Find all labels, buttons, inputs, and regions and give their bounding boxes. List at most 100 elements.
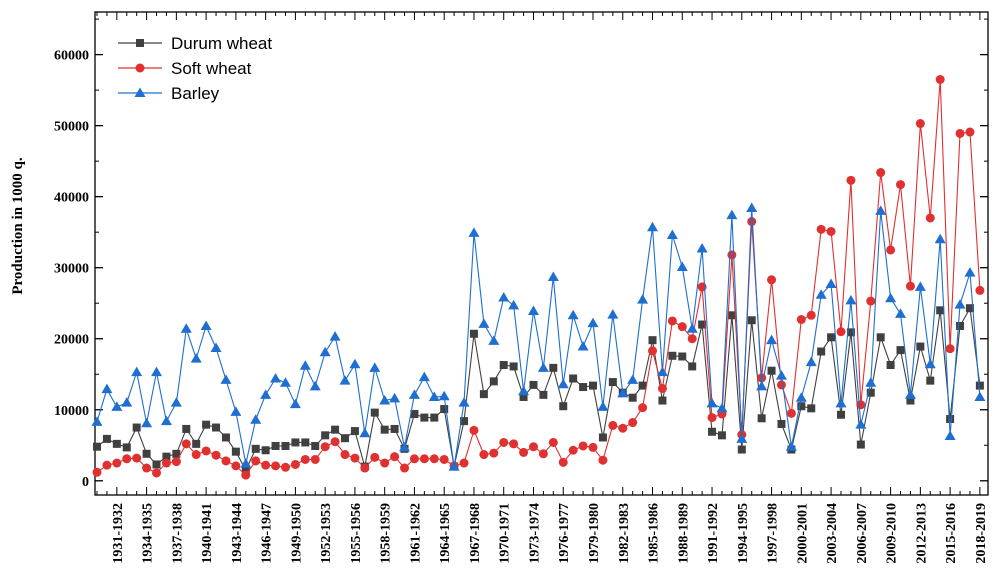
data-point [926,376,935,385]
data-point [775,370,787,380]
data-point [975,285,985,295]
data-point [974,391,986,401]
plot-frame [94,11,989,496]
x-tick-label: 1949-1950 [289,503,304,564]
data-point [518,385,530,396]
data-point [795,392,807,402]
x-tick-label: 1991-1992 [706,503,721,564]
x-tick-label: 1994-1995 [736,503,751,564]
data-point [280,462,290,472]
data-point [597,401,609,411]
data-point [400,463,410,473]
data-point [587,317,599,328]
data-point [142,463,152,473]
data-point [390,424,399,433]
data-point [578,441,588,451]
y-tick-label: 40000 [54,191,89,206]
data-point [122,454,132,464]
data-point [270,373,282,383]
data-point [747,217,757,227]
data-point [806,310,816,320]
data-point [182,424,191,433]
data-point [627,374,639,384]
data-point [965,304,974,313]
legend-label: Barley [171,84,220,103]
data-point [668,351,677,360]
data-point [359,427,371,438]
data-point [706,397,718,408]
data-point [271,461,281,471]
data-point [549,363,558,372]
data-point [805,356,817,367]
data-point [678,352,687,361]
data-point [202,420,211,429]
data-point [171,457,181,467]
data-point [122,443,131,452]
data-point [707,413,717,423]
data-point [598,433,607,442]
data-point [727,311,736,320]
data-point [816,224,826,234]
x-tick-label: 1988-1989 [676,503,691,564]
data-point [479,450,489,460]
data-point [557,378,569,389]
x-tick-label: 1955-1956 [349,503,364,564]
data-point [548,437,558,447]
data-point [777,419,786,428]
data-point [191,450,201,460]
legend-label: Soft wheat [171,59,252,78]
data-point [289,398,301,409]
data-point [815,289,827,299]
data-point [589,381,597,390]
x-tick-label: 1967-1968 [468,503,483,564]
data-point [459,458,469,468]
data-point [161,458,171,468]
data-point [876,333,885,342]
data-point [489,448,499,458]
data-point [826,226,836,236]
data-point [350,427,359,436]
data-point [460,417,469,426]
data-point [221,433,230,442]
data-point [210,342,222,352]
data-point [598,455,608,465]
data-point [172,449,181,458]
data-point [579,383,588,392]
data-point [200,320,212,330]
legend-marker [134,87,146,97]
data-point [836,327,846,337]
data-point [230,406,242,416]
data-point [399,441,411,452]
data-point [797,402,806,411]
data-point [827,333,836,342]
data-point [251,456,261,466]
x-tick-label: 1976-1977 [557,503,572,564]
data-point [428,391,440,401]
data-point [845,294,857,305]
data-point [667,316,677,326]
data-point [965,127,975,137]
data-point [478,318,490,328]
series-layer [91,74,986,480]
data-point [628,393,637,402]
y-axis-title: Production in 1000 q. [10,157,26,294]
data-point [508,299,520,310]
data-point [886,245,896,255]
data-point [231,447,240,456]
data-point [747,316,756,325]
data-point [299,360,311,370]
data-point [439,454,449,464]
data-point [408,389,420,399]
data-point [696,243,708,253]
data-point [656,366,668,377]
data-point [916,342,925,351]
data-point [131,366,143,377]
data-point [261,460,271,470]
data-point [369,362,381,372]
data-point [865,377,877,387]
data-point [727,250,737,260]
x-tick-label: 1973-1974 [527,503,542,564]
data-point [638,381,647,390]
data-point [895,308,907,318]
